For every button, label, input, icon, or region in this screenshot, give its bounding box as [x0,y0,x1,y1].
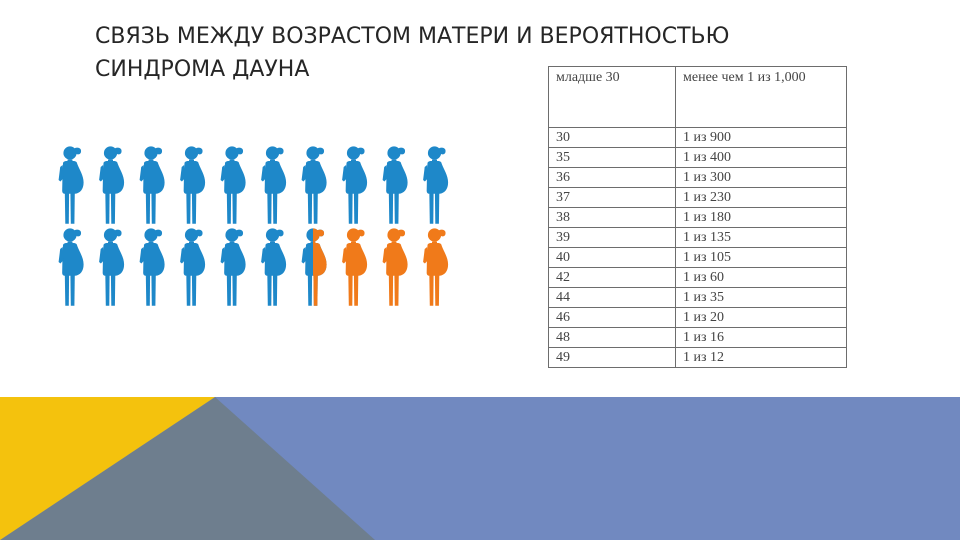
table-row: 36 1 из 300 [548,167,847,188]
age-cell: 35 [548,147,676,168]
age-cell: 46 [548,307,676,328]
pregnant-woman-icon [58,228,84,306]
decorative-footer [0,397,960,540]
table-row: 40 1 из 105 [548,247,847,268]
table-row: 37 1 из 230 [548,187,847,208]
pregnant-woman-icon [99,146,125,224]
age-cell: 30 [548,127,676,148]
footer-yellow-triangle [0,397,215,540]
header-cell-age: младше 30 [548,66,676,128]
footer-gray-triangle [0,397,375,540]
table-row: 38 1 из 180 [548,207,847,228]
pregnant-women-figures [58,146,449,306]
risk-cell: 1 из 60 [675,267,847,288]
age-cell: 39 [548,227,676,248]
pregnant-woman-icon [180,146,206,224]
age-cell: 42 [548,267,676,288]
pregnant-woman-icon [99,228,125,306]
age-cell: 48 [548,327,676,348]
risk-cell: 1 из 900 [675,127,847,148]
age-cell: 36 [548,167,676,188]
age-risk-table-body: младше 30 менее чем 1 из 1,000 30 1 из 90… [548,66,847,368]
age-cell: 44 [548,287,676,308]
risk-cell: 1 из 12 [675,347,847,368]
age-risk-table-container: младше 30 менее чем 1 из 1,000 30 1 из 90… [548,66,847,382]
header-cell-risk: менее чем 1 из 1,000 [675,66,847,128]
table-row: 46 1 из 20 [548,307,847,328]
age-cell: 38 [548,207,676,228]
risk-cell: 1 из 20 [675,307,847,328]
table-row: 39 1 из 135 [548,227,847,248]
risk-cell: 1 из 135 [675,227,847,248]
pregnant-woman-icon [301,228,327,306]
pregnant-woman-icon [382,228,408,306]
pregnant-woman-icon [220,228,246,306]
pregnant-woman-icon [301,146,327,224]
pregnant-woman-icon [58,146,84,224]
age-cell: 49 [548,347,676,368]
risk-cell: 1 из 400 [675,147,847,168]
pregnant-woman-icon [261,146,287,224]
table-row: 42 1 из 60 [548,267,847,288]
pregnant-woman-icon [423,146,449,224]
table-row: 48 1 из 16 [548,327,847,348]
risk-cell: 1 из 105 [675,247,847,268]
pregnant-woman-icon [220,146,246,224]
table-row: 44 1 из 35 [548,287,847,308]
risk-cell: 1 из 35 [675,287,847,308]
risk-cell: 1 из 300 [675,167,847,188]
table-header-row: младше 30 менее чем 1 из 1,000 [548,66,847,128]
title-line-1: СВЯЗЬ МЕЖДУ ВОЗРАСТОМ МАТЕРИ И ВЕРОЯТНОС… [95,24,730,49]
pregnant-woman-icon [342,228,368,306]
pregnant-woman-icon [180,228,206,306]
table-row: 35 1 из 400 [548,147,847,168]
table-row: 30 1 из 900 [548,127,847,148]
pregnant-woman-icon [342,146,368,224]
table-row: 49 1 из 12 [548,347,847,368]
slide-title: СВЯЗЬ МЕЖДУ ВОЗРАСТОМ МАТЕРИ И ВЕРОЯТНОС… [95,20,729,86]
pregnant-woman-icon [423,228,449,306]
risk-cell: 1 из 16 [675,327,847,348]
age-cell: 37 [548,187,676,208]
pregnant-woman-icon [382,146,408,224]
risk-cell: 1 из 230 [675,187,847,208]
risk-cell: 1 из 180 [675,207,847,228]
age-risk-table: младше 30 менее чем 1 из 1,000 30 1 из 90… [548,66,847,368]
pregnant-woman-icon [139,228,165,306]
age-cell: 40 [548,247,676,268]
pregnant-woman-icon [139,146,165,224]
title-line-2: СИНДРОМА ДАУНА [95,57,310,82]
pregnant-woman-icon [261,228,287,306]
